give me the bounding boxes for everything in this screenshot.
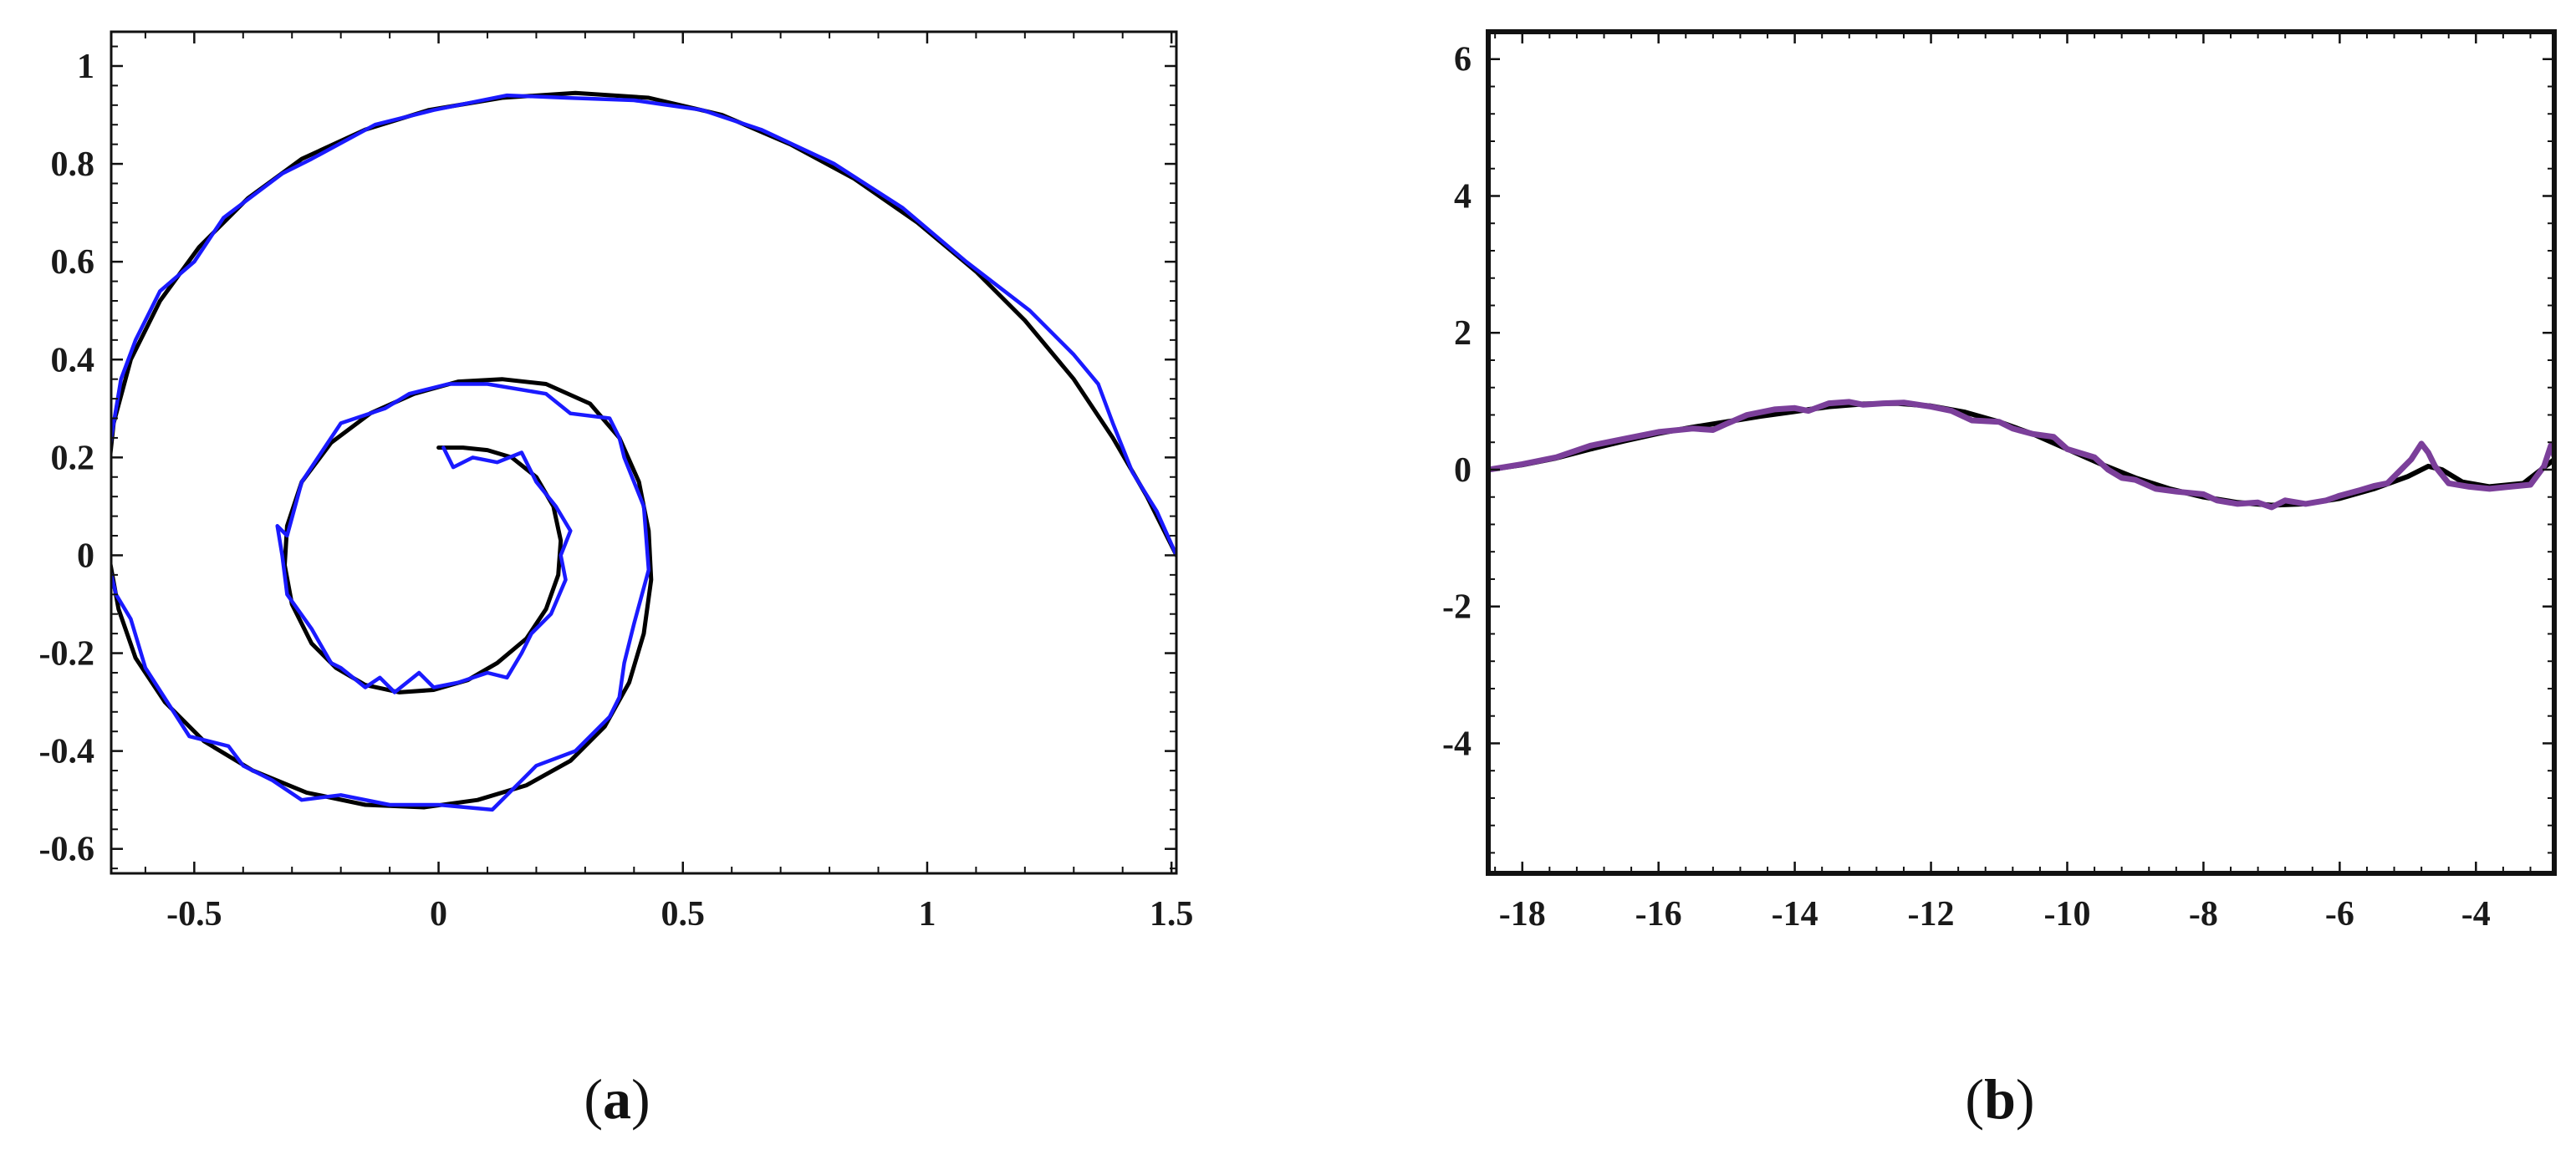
y-tick-label: 0.2 [51, 439, 95, 477]
x-tick-label: -0.5 [166, 895, 222, 934]
y-tick-label: 0.6 [51, 243, 95, 282]
panel-a-chart: -0.5 0 0.5 1 1.5 -0.6 -0.4 -0.2 0 0.2 0.4 0.6 0.8 1 [39, 30, 1194, 934]
x-tick-label: -14 [1772, 895, 1819, 934]
caption-letter-a: a [603, 1067, 631, 1131]
x-tick-label: 1 [918, 895, 936, 934]
panel-a-caption: (a) [584, 1067, 650, 1131]
reference-curve-line [1488, 400, 2554, 508]
y-tick-label: -2 [1442, 588, 1472, 627]
y-tick-label: 0 [77, 537, 94, 575]
y-tick-label: 6 [1454, 41, 1472, 79]
y-tick-label: 0.4 [51, 341, 95, 379]
x-tick-label: -8 [2189, 895, 2218, 934]
panel-b-chart: -18 -16 -14 -12 -10 -8 -6 -4 -4 -2 0 2 4 6 [1442, 29, 2557, 934]
x-tick-label: 0.5 [661, 895, 706, 934]
y-tick-label: -0.2 [39, 635, 95, 674]
x-tick-label: -4 [2461, 895, 2491, 934]
x-tick-label: -18 [1499, 895, 1546, 934]
caption-close-paren: ) [2016, 1067, 2035, 1131]
y-tick-label: -0.6 [39, 831, 95, 869]
reference-curve-line [111, 90, 1176, 810]
caption-close-paren: ) [631, 1067, 650, 1131]
y-tick-label: 0 [1454, 451, 1472, 490]
y-tick-label: -0.4 [39, 733, 95, 771]
x-tick-label: -10 [2043, 895, 2090, 934]
tick-marks [1488, 31, 2554, 873]
y-tick-label: 2 [1454, 314, 1472, 353]
plot-area [111, 90, 1176, 812]
tick-marks [111, 32, 1176, 873]
y-tick-label: -4 [1442, 725, 1472, 763]
x-tick-label: -12 [1908, 895, 1955, 934]
y-tick-label: 4 [1454, 177, 1472, 216]
x-tick-label: 0 [430, 895, 447, 934]
caption-open-paren: ( [584, 1067, 603, 1131]
plot-area [1488, 399, 2554, 511]
axes-frame [1486, 29, 2557, 876]
axes-frame [110, 30, 1178, 875]
x-tick-label: -16 [1635, 895, 1682, 934]
caption-open-paren: ( [1965, 1067, 1984, 1131]
x-tick-label: -6 [2325, 895, 2354, 934]
y-tick-label: 0.8 [51, 145, 95, 184]
noisy-curve-line [1488, 399, 2554, 511]
y-tick-label: 1 [77, 48, 94, 86]
caption-letter-b: b [1984, 1067, 2016, 1131]
x-tick-label: 1.5 [1150, 895, 1194, 934]
noisy-curve-line [111, 93, 1176, 812]
panel-b-caption: (b) [1965, 1067, 2034, 1131]
